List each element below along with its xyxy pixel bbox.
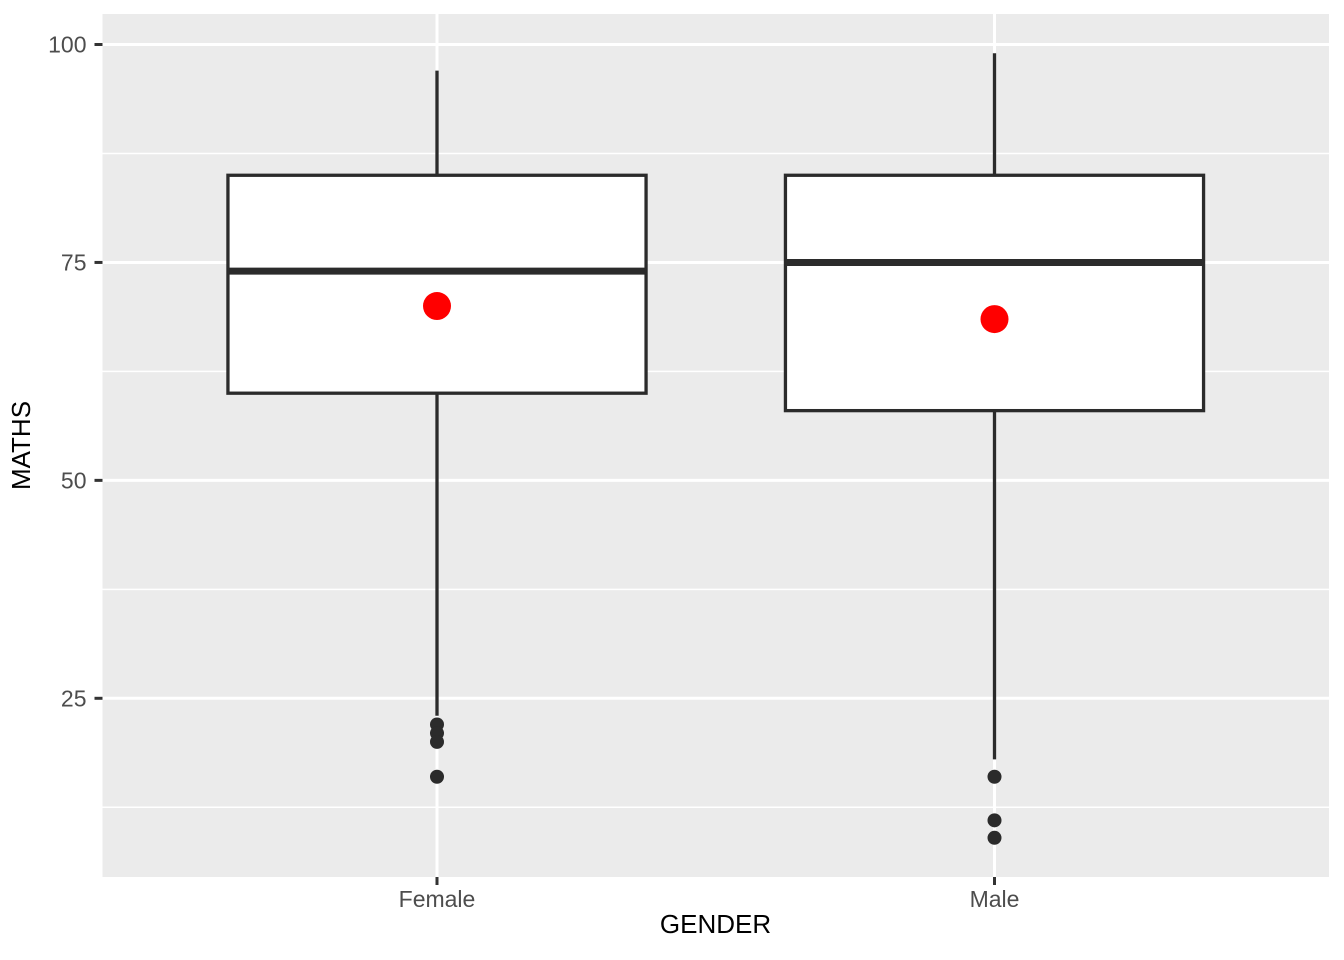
iqr-box [226, 173, 648, 395]
mean-point [423, 292, 451, 321]
plot-layer: 25 50 75 100 Female Male [48, 14, 1329, 912]
boxplot-female [226, 70, 648, 784]
boxplot-male [783, 53, 1206, 845]
outlier-point [987, 813, 1002, 828]
outlier-point [987, 769, 1002, 784]
y-tick-label: 75 [61, 249, 87, 275]
outlier-point [987, 830, 1002, 845]
x-axis-title: GENDER [660, 909, 771, 939]
mean-point [980, 305, 1009, 334]
y-axis-title: MATHS [6, 401, 36, 490]
x-category-label: Male [970, 886, 1020, 912]
iqr-box [783, 173, 1206, 413]
outlier-point [430, 769, 444, 784]
y-tick-label: 50 [61, 467, 87, 493]
x-category-label: Female [399, 886, 476, 912]
y-tick-label: 100 [48, 32, 86, 58]
y-tick-label: 25 [61, 685, 87, 711]
plot-panel [102, 14, 1329, 877]
outlier-point [430, 734, 444, 749]
